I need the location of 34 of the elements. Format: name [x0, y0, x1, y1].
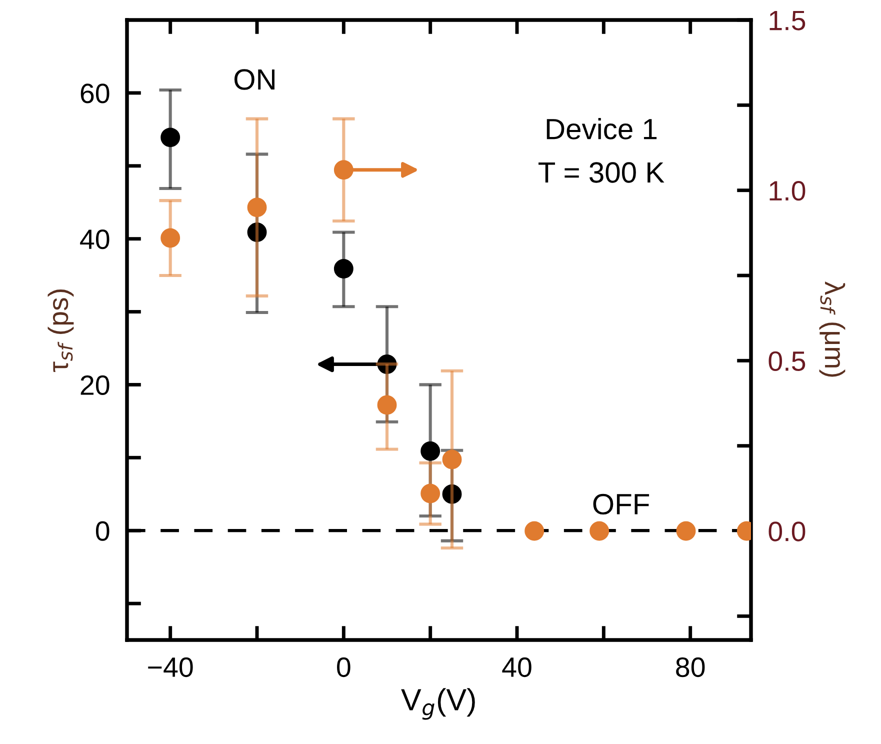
- point: [334, 259, 354, 278]
- y-tick-label: 60: [80, 84, 110, 104]
- annotation: Device 1: [546, 118, 657, 140]
- point: [420, 441, 440, 461]
- annotation: ON: [234, 69, 274, 90]
- annotation: OFF: [593, 494, 650, 515]
- point: [524, 521, 544, 541]
- point: [377, 354, 397, 374]
- point: [442, 484, 462, 504]
- y2-tick-label: 0.5: [768, 351, 806, 371]
- y-tick-label: 0: [96, 521, 110, 541]
- y2-tick-label: 0.0: [768, 522, 806, 542]
- point: [247, 222, 267, 242]
- point: [377, 395, 397, 415]
- y-tick-label: 20: [80, 375, 110, 396]
- x-axis-title: V$_{g}$(V): [401, 688, 475, 720]
- y2-tick-label: 1.0: [770, 181, 806, 201]
- x-tick-label: 0: [337, 657, 350, 678]
- point: [590, 521, 610, 541]
- x-tick-label: 80: [676, 657, 705, 678]
- point: [442, 450, 462, 470]
- x-tick-label: 40: [502, 657, 532, 678]
- point: [420, 484, 440, 504]
- annotation: T = 300 K: [538, 162, 664, 183]
- y2-axis-title: λ$_{sf}$ (μm): [819, 281, 846, 377]
- x-tick-label: −40: [148, 657, 193, 678]
- point: [247, 198, 267, 218]
- point: [160, 128, 180, 148]
- point: [334, 160, 354, 180]
- point: [160, 228, 180, 248]
- point: [676, 521, 696, 541]
- y-tick-label: 40: [80, 229, 110, 250]
- y2-tick-label: 1.5: [770, 10, 806, 30]
- y-axis-title: τ$_{sf}$ (ps): [48, 290, 74, 372]
